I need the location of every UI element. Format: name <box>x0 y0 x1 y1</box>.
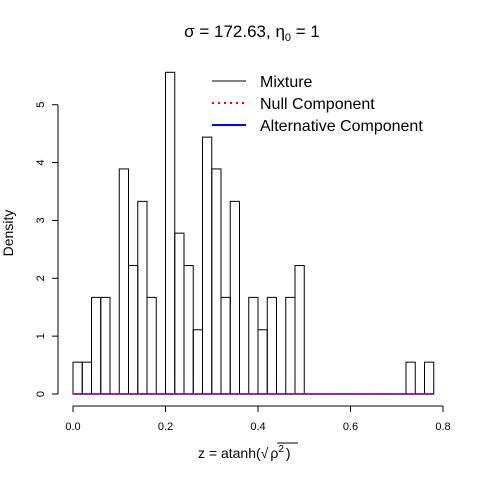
legend-label: Null Component <box>260 96 375 113</box>
y-tick-label: 4 <box>35 160 47 166</box>
legend: Mixture Null Component Alternative Compone… <box>212 74 423 135</box>
y-ticks: 0 1 2 3 4 5 <box>35 102 58 397</box>
x-tick-label: 0.0 <box>65 421 80 433</box>
legend-label: Mixture <box>260 74 313 91</box>
x-axis-label: z = atanh(√ ρ2) <box>198 444 291 461</box>
y-axis-label: Density <box>0 210 16 257</box>
chart-title: σ = 172.63, η0 = 1 <box>184 22 320 44</box>
x-axis: 0.0 0.2 0.4 0.6 0.8 <box>65 405 451 433</box>
x-tick-label: 0.8 <box>435 421 450 433</box>
y-tick-label: 5 <box>35 102 47 108</box>
y-axis: 0 1 2 3 4 5 <box>35 102 59 397</box>
x-tick-label: 0.6 <box>343 421 358 433</box>
x-tick-label: 0.4 <box>250 421 265 433</box>
x-ticks: 0.0 0.2 0.4 0.6 0.8 <box>65 406 451 433</box>
legend-label: Alternative Component <box>260 118 423 135</box>
sqrt-radical-sign: √ <box>261 445 269 461</box>
y-tick-label: 2 <box>35 275 47 281</box>
y-tick-label: 0 <box>35 391 47 397</box>
y-tick-label: 3 <box>35 217 47 223</box>
x-tick-label: 0.2 <box>158 421 173 433</box>
y-tick-label: 1 <box>35 333 47 339</box>
